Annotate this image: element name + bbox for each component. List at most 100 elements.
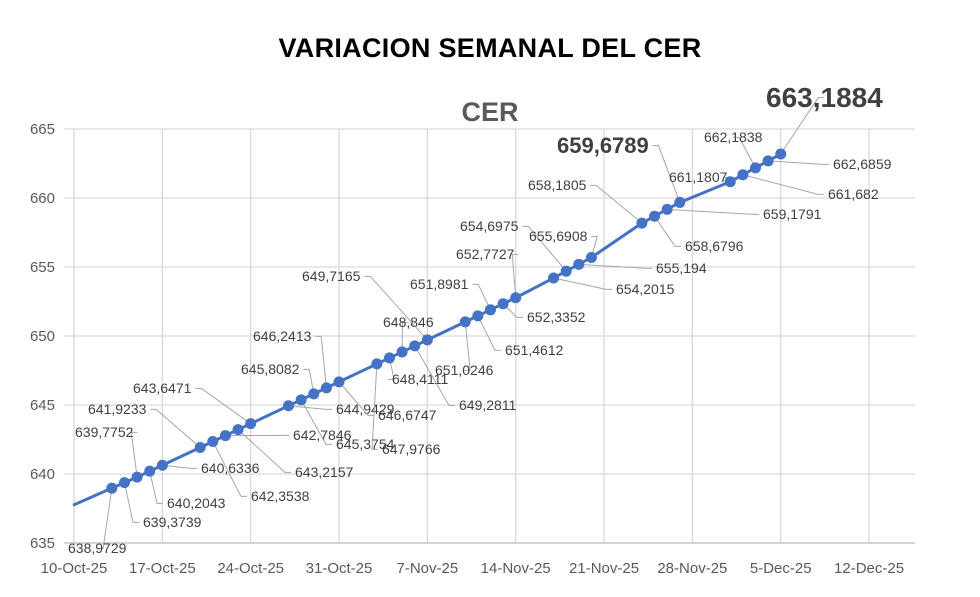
x-tick-label: 17-Oct-25: [129, 560, 196, 577]
leader-line: [502, 303, 523, 318]
data-point: [144, 465, 156, 477]
data-label: 661,1807: [669, 169, 728, 185]
data-point: [472, 310, 484, 322]
data-point: [585, 251, 597, 263]
data-label: 639,3739: [143, 514, 202, 530]
data-label: 646,6747: [378, 407, 437, 423]
data-label: 661,682: [828, 186, 879, 202]
data-point: [560, 265, 572, 277]
data-point: [295, 394, 307, 406]
y-tick-label: 650: [30, 328, 55, 345]
x-tick-label: 7-Nov-25: [397, 560, 459, 577]
y-tick-label: 645: [30, 397, 55, 414]
leader-line: [338, 381, 374, 416]
leader-line: [414, 345, 455, 406]
data-point: [207, 436, 219, 448]
x-tick-label: 12-Dec-25: [834, 560, 904, 577]
leader-line: [553, 277, 612, 290]
data-label: 658,1805: [528, 177, 587, 193]
data-label: 659,1791: [763, 206, 822, 222]
data-point: [762, 155, 774, 167]
data-label: 643,6471: [133, 380, 192, 396]
data-label: 643,2157: [295, 464, 354, 480]
leader-line: [364, 275, 428, 341]
chart-title: CER: [461, 97, 518, 127]
data-point: [219, 430, 231, 442]
data-label: 641,9233: [88, 401, 147, 417]
leader-line: [303, 368, 315, 394]
leader-line: [162, 464, 197, 469]
leader-line: [237, 429, 291, 473]
leader-line: [300, 399, 332, 445]
data-label: 654,2015: [616, 281, 675, 297]
data-point: [661, 203, 673, 215]
data-label: 662,6859: [833, 156, 892, 172]
data-label: 648,846: [383, 314, 434, 330]
data-point: [308, 388, 320, 400]
leader-line: [590, 184, 643, 224]
data-point: [459, 316, 471, 328]
data-label: 638,9729: [68, 540, 127, 556]
data-label: 645,8082: [241, 361, 300, 377]
x-tick-label: 31-Oct-25: [306, 560, 373, 577]
leader-line: [150, 408, 201, 448]
data-label: 640,2043: [167, 495, 226, 511]
data-label: 651,4612: [505, 342, 564, 358]
x-tick-label: 28-Nov-25: [657, 560, 727, 577]
data-point: [484, 304, 496, 316]
data-point: [724, 176, 736, 188]
data-point: [131, 471, 143, 483]
data-label: 652,3352: [527, 309, 586, 325]
y-tick-label: 640: [30, 466, 55, 483]
leader-line: [149, 471, 163, 504]
data-point: [409, 340, 421, 352]
leader-line: [578, 263, 652, 269]
data-point: [548, 272, 560, 284]
data-label: 655,6908: [529, 228, 588, 244]
data-label: 659,6789: [557, 133, 649, 158]
data-point: [749, 162, 761, 174]
x-tick-label: 24-Oct-25: [217, 560, 284, 577]
leader-line: [742, 174, 824, 195]
x-tick-label: 21-Nov-25: [569, 560, 639, 577]
leader-line: [733, 136, 756, 169]
x-tick-label: 5-Dec-25: [750, 560, 812, 577]
data-label: 644,9429: [336, 401, 395, 417]
data-label: 655,194: [656, 260, 707, 276]
data-point: [194, 441, 206, 453]
leader-line: [212, 441, 247, 497]
y-tick-label: 635: [30, 535, 55, 552]
data-point: [510, 292, 522, 304]
data-label: 649,7165: [302, 268, 361, 284]
data-label: 639,7752: [75, 424, 134, 440]
leader-line: [477, 315, 501, 351]
leader-line: [388, 357, 395, 380]
y-tick-label: 665: [30, 121, 55, 138]
data-label: 663,1884: [766, 82, 883, 113]
data-point: [775, 148, 787, 160]
data-point: [396, 346, 408, 358]
leader-line: [195, 387, 251, 425]
data-label: 662,1838: [704, 129, 763, 145]
data-point: [421, 334, 433, 346]
data-label: 651,0246: [435, 362, 494, 378]
data-label: 658,6796: [685, 238, 744, 254]
data-label: 647,9766: [382, 441, 441, 457]
main-title: VARIACION SEMANAL DEL CER: [278, 33, 702, 63]
x-tick-label: 10-Oct-25: [41, 560, 108, 577]
data-point: [371, 358, 383, 370]
y-tick-label: 660: [30, 190, 55, 207]
leader-line: [464, 321, 471, 371]
leader-line: [315, 335, 327, 388]
data-point: [232, 424, 244, 436]
y-tick-label: 655: [30, 259, 55, 276]
data-label: 642,7846: [293, 427, 352, 443]
leader-line: [590, 235, 598, 258]
data-point: [573, 258, 585, 270]
leader-line: [401, 321, 409, 352]
data-label: 640,6336: [201, 460, 260, 476]
data-point: [118, 477, 130, 489]
data-point: [674, 196, 686, 208]
leader-line: [472, 283, 491, 311]
